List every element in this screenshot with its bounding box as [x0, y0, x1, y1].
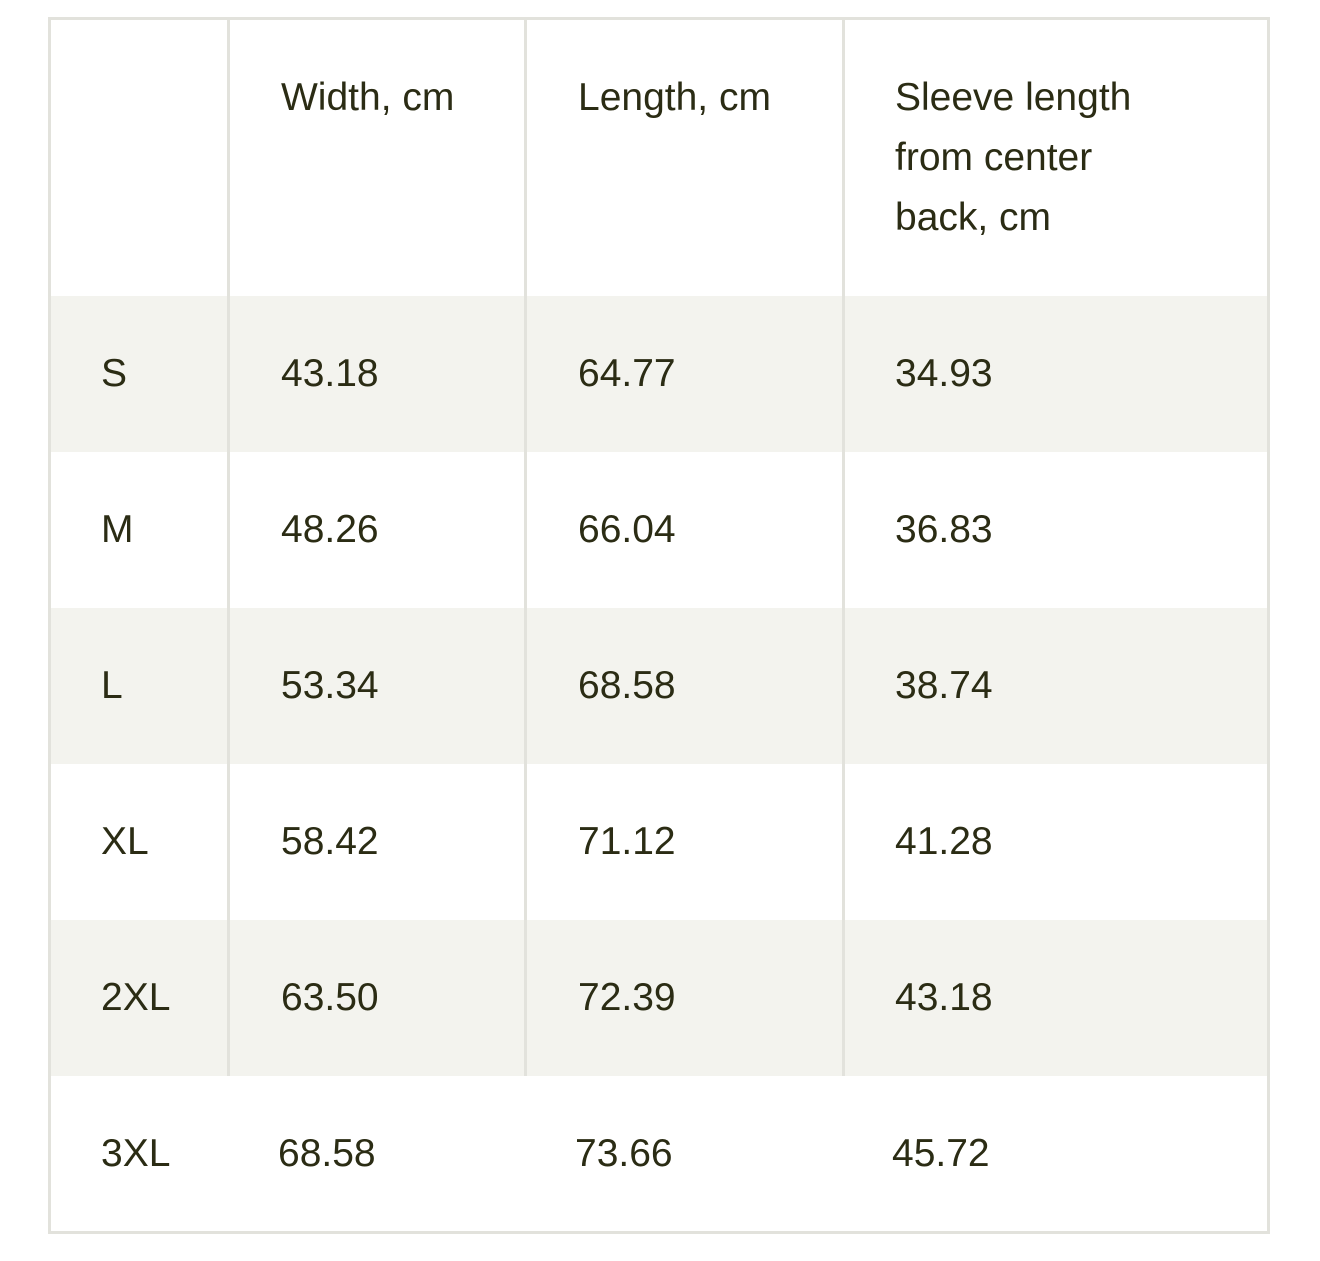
cell-length: 68.58	[524, 608, 842, 764]
table-row: L 53.34 68.58 38.74	[51, 608, 1267, 764]
table-row: 2XL 63.50 72.39 43.18	[51, 920, 1267, 1076]
cell-width: 53.34	[227, 608, 524, 764]
cell-size: L	[101, 664, 123, 707]
cell-sleeve-length: 45.72	[892, 1132, 990, 1175]
cell-length: 71.12	[524, 764, 842, 920]
cell-size: XL	[101, 820, 149, 863]
cell-length: 72.39	[524, 920, 842, 1076]
cell-size: 3XL	[101, 1132, 171, 1175]
cell-length: 73.66	[575, 1132, 673, 1175]
cell-size: 2XL	[101, 976, 171, 1019]
table-row: 3XL 68.58 73.66 45.72	[51, 1076, 1267, 1232]
cell-width: 43.18	[227, 296, 524, 452]
cell-sleeve-length: 36.83	[842, 452, 1267, 608]
cell-sleeve-length: 43.18	[842, 920, 1267, 1076]
table-row: XL 58.42 71.12 41.28	[51, 764, 1267, 920]
cell-width: 58.42	[227, 764, 524, 920]
cell-sleeve-length: 38.74	[842, 608, 1267, 764]
header-sleeve-length: Sleeve length from center back, cm	[842, 20, 1267, 296]
header-length: Length, cm	[524, 20, 842, 296]
cell-size: S	[101, 352, 128, 395]
header-width: Width, cm	[227, 20, 524, 296]
header-row: Width, cm Length, cm Sleeve length from …	[51, 20, 1267, 296]
cell-length: 66.04	[524, 452, 842, 608]
cell-length: 64.77	[524, 296, 842, 452]
cell-size: M	[101, 508, 134, 551]
cell-width: 48.26	[227, 452, 524, 608]
header-size	[51, 20, 227, 296]
cell-width: 68.58	[278, 1132, 376, 1175]
table-row: M 48.26 66.04 36.83	[51, 452, 1267, 608]
cell-width: 63.50	[227, 920, 524, 1076]
table-row: S 43.18 64.77 34.93	[51, 296, 1267, 452]
cell-sleeve-length: 34.93	[842, 296, 1267, 452]
cell-sleeve-length: 41.28	[842, 764, 1267, 920]
size-chart-table: Width, cm Length, cm Sleeve length from …	[48, 17, 1270, 1234]
